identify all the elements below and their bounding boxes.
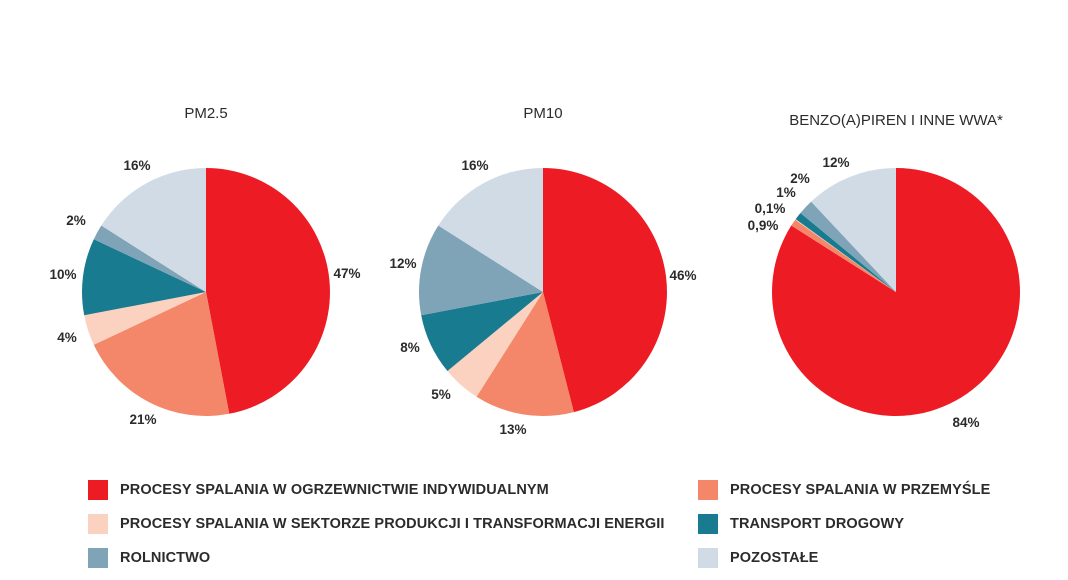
pie-slice-ogrzewnictwo <box>543 168 667 413</box>
pie-chart-1: PM2.5 47% 21% 4% 10% 2% 16% <box>49 105 360 427</box>
legend-label-transport: TRANSPORT DROGOWY <box>730 516 905 532</box>
slice-label-przemysl: 0,9% <box>748 218 779 233</box>
legend-label-rolnictwo: ROLNICTWO <box>120 550 211 566</box>
pie-slice-pozostale <box>101 168 206 292</box>
legend-item-transport: TRANSPORT DROGOWY <box>698 514 904 534</box>
legend-swatch-transport <box>698 514 718 534</box>
slice-label-pozostale: 16% <box>461 158 488 173</box>
pie-slice-przemysl <box>791 219 896 292</box>
legend-swatch-ogrzewnictwo <box>88 480 108 500</box>
slice-label-pozostale: 12% <box>822 155 849 170</box>
pie-slice-energia <box>795 219 896 292</box>
pie-slice-pozostale <box>438 168 543 292</box>
chart-title: BENZO(A)PIREN I INNE WWA* <box>789 112 1003 129</box>
legend-swatch-pozostale <box>698 548 718 568</box>
pie-chart-2: PM10 46% 13% 5% 8% 12% 16% <box>389 105 696 437</box>
legend-label-przemysl: PROCESY SPALANIA W PRZEMYŚLE <box>730 482 991 498</box>
slice-label-energia: 4% <box>57 330 77 345</box>
legend-swatch-rolnictwo <box>88 548 108 568</box>
legend-item-ogrzewnictwo: PROCESY SPALANIA W OGRZEWNICTWIE INDYWID… <box>88 480 549 500</box>
chart-title: PM2.5 <box>184 105 227 122</box>
chart-title: PM10 <box>523 105 562 122</box>
slice-label-transport: 8% <box>400 340 420 355</box>
pie-slice-rolnictwo <box>800 201 896 292</box>
pie-slice-energia <box>84 292 206 345</box>
slice-label-przemysl: 21% <box>129 412 156 427</box>
slice-label-przemysl: 13% <box>499 422 526 437</box>
pie-slice-przemysl <box>93 292 230 416</box>
pie-slice-transport <box>795 212 896 292</box>
slice-label-transport: 1% <box>776 185 796 200</box>
legend-swatch-energia <box>88 514 108 534</box>
pie-slice-transport <box>421 292 543 372</box>
slice-label-pozostale: 16% <box>123 158 150 173</box>
slice-label-rolnictwo: 2% <box>66 213 86 228</box>
pie-slice-rolnictwo <box>93 225 206 292</box>
legend-label-ogrzewnictwo: PROCESY SPALANIA W OGRZEWNICTWIE INDYWID… <box>120 482 549 498</box>
pie-slice-pozostale <box>811 168 896 292</box>
pie-slice-transport <box>82 239 206 316</box>
legend-label-pozostale: POZOSTAŁE <box>730 550 819 566</box>
pie-chart-3: BENZO(A)PIREN I INNE WWA* 84% 0,9% 0,1%1%2%… <box>748 112 1020 430</box>
pie-slice-rolnictwo <box>419 225 543 316</box>
legend-item-energia: PROCESY SPALANIA W SEKTORZE PRODUKCJI I … <box>88 514 665 534</box>
slice-label-ogrzewnictwo: 47% <box>333 266 360 281</box>
slice-label-ogrzewnictwo: 84% <box>952 415 979 430</box>
slice-label-energia: 0,1% <box>755 201 786 216</box>
legend-swatch-przemysl <box>698 480 718 500</box>
slice-label-ogrzewnictwo: 46% <box>669 268 696 283</box>
legend-label-energia: PROCESY SPALANIA W SEKTORZE PRODUKCJI I … <box>120 516 665 532</box>
legend-item-rolnictwo: ROLNICTWO <box>88 548 210 568</box>
slice-label-rolnictwo: 2% <box>790 171 810 186</box>
legend-item-pozostale: POZOSTAŁE <box>698 548 818 568</box>
pie-slice-przemysl <box>476 292 574 416</box>
slice-label-energia: 5% <box>431 387 451 402</box>
pie-slice-ogrzewnictwo <box>771 168 1020 416</box>
pie-slice-ogrzewnictwo <box>206 168 330 414</box>
legend-item-przemysl: PROCESY SPALANIA W PRZEMYŚLE <box>698 480 990 500</box>
slice-label-rolnictwo: 12% <box>389 256 416 271</box>
pie-slice-energia <box>447 292 543 397</box>
slice-label-transport: 10% <box>49 267 76 282</box>
